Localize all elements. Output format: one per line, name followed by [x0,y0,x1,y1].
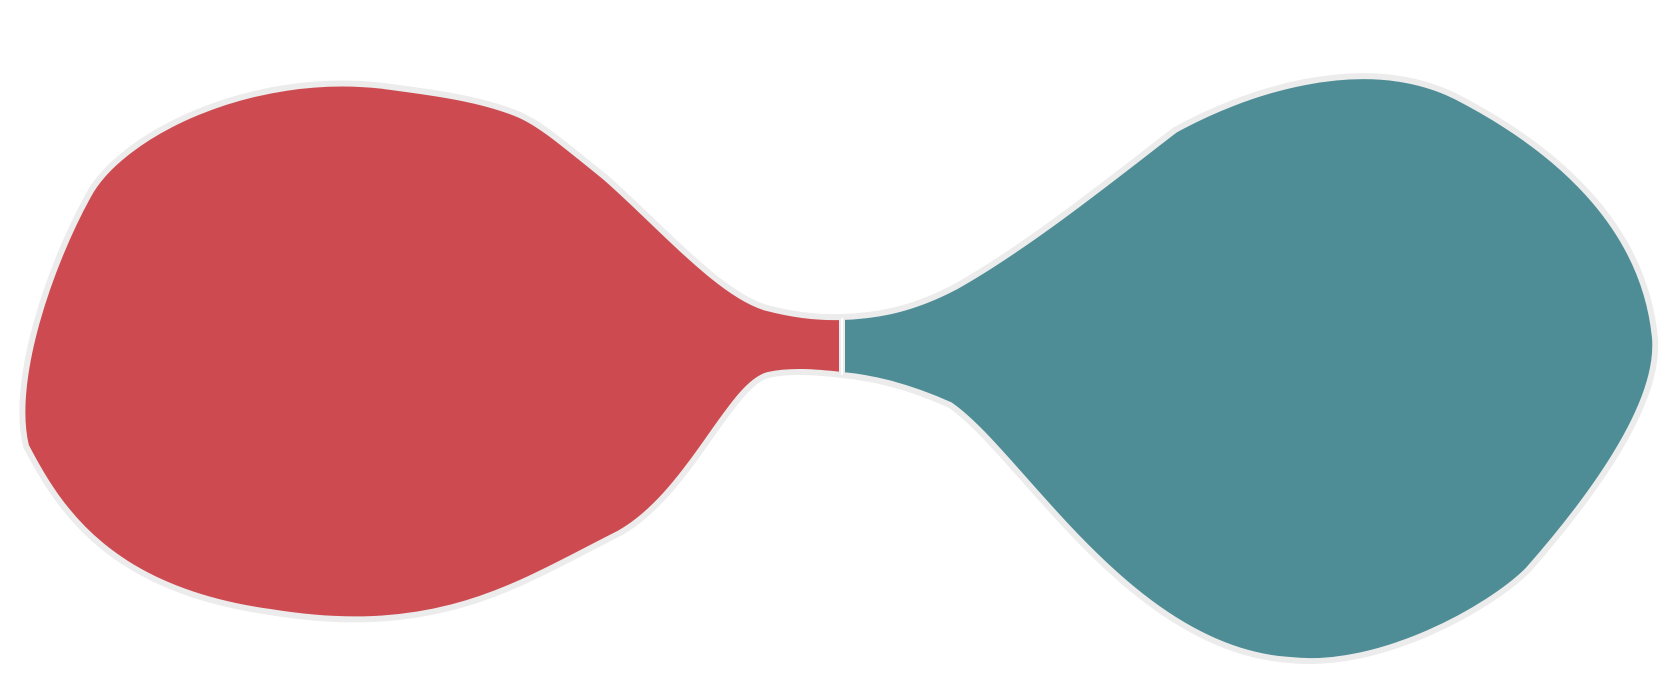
left-blob [19,80,845,623]
right-blob [839,73,1659,665]
